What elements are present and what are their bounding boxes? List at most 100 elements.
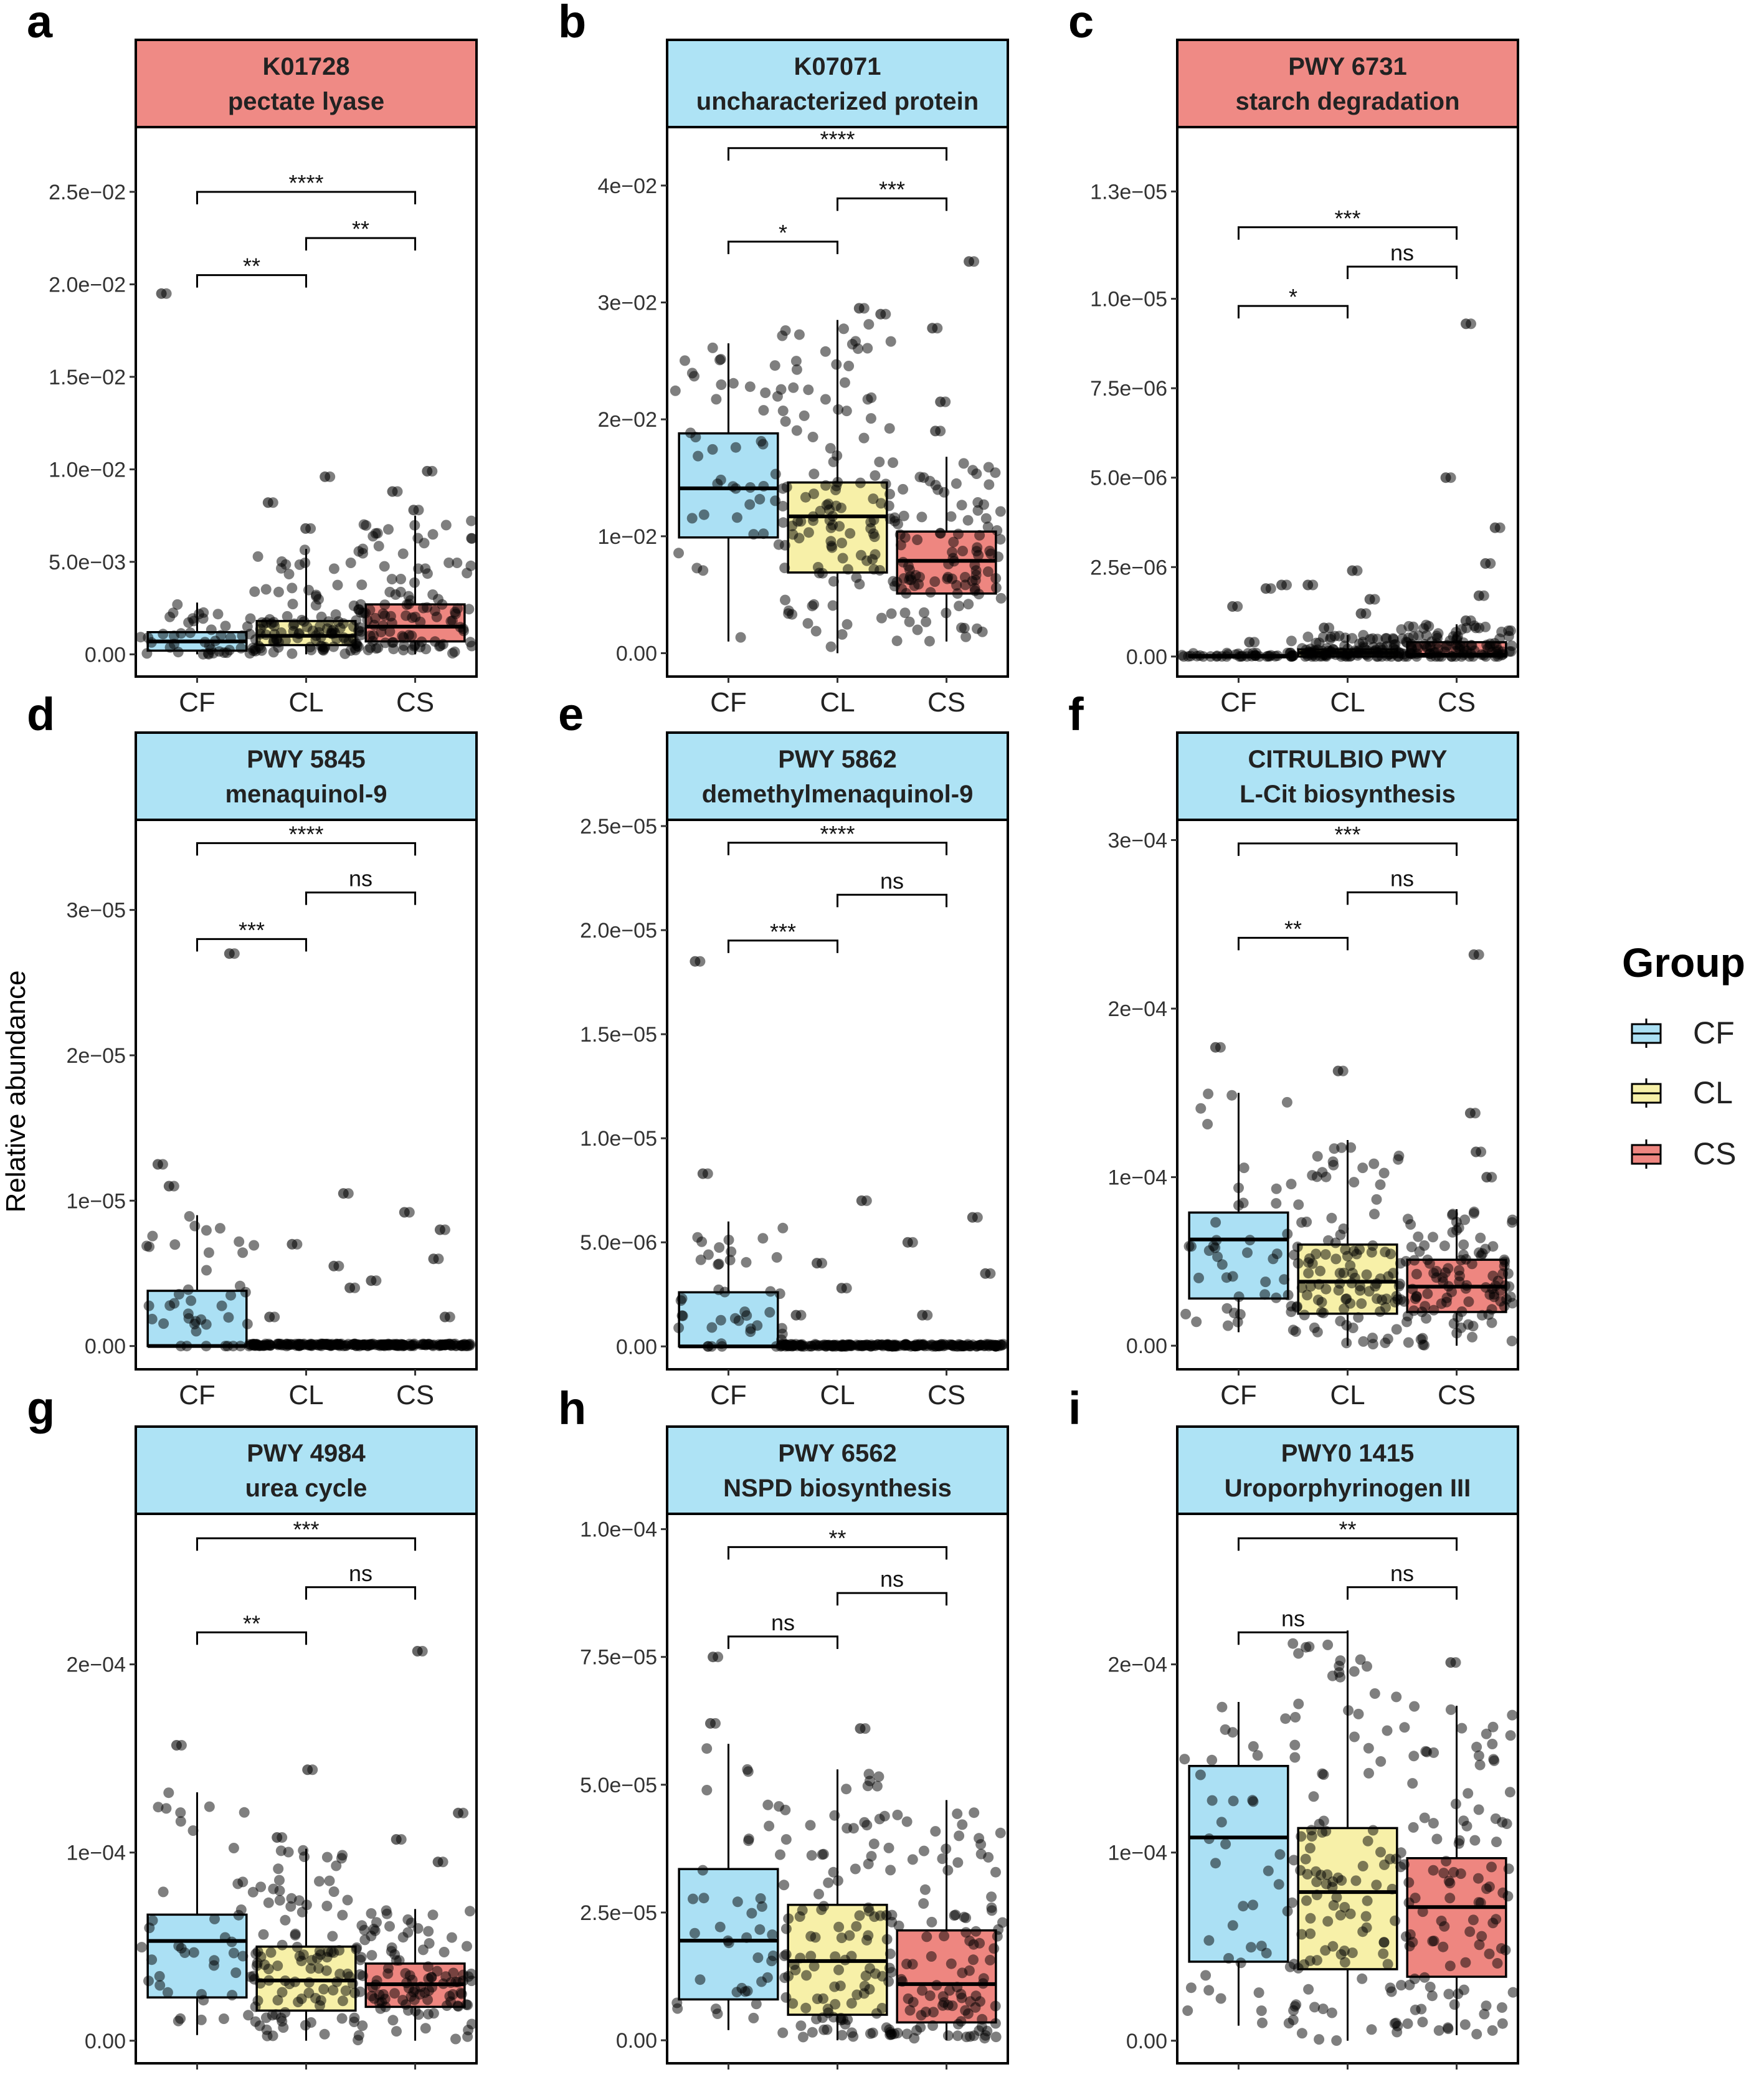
data-point — [379, 1994, 391, 2005]
data-point — [422, 1961, 434, 1972]
data-point — [1405, 1929, 1416, 1940]
data-point — [1195, 1769, 1206, 1780]
outlier-point — [371, 1275, 382, 1286]
data-point — [731, 512, 742, 523]
data-point — [1375, 1179, 1386, 1191]
data-point — [1497, 2018, 1508, 2029]
data-point — [780, 1923, 792, 1934]
data-point — [351, 1944, 362, 1955]
data-point — [912, 624, 923, 635]
sig-label: ** — [1339, 1516, 1356, 1542]
data-point — [1419, 1240, 1430, 1251]
data-point — [323, 616, 334, 627]
data-point — [1191, 1316, 1202, 1328]
strip-subtitle-a: pectate lyase — [228, 88, 384, 115]
data-point — [233, 1909, 244, 1921]
data-point — [1311, 1866, 1322, 1877]
sig-line — [1347, 265, 1458, 279]
data-point — [366, 1950, 377, 1961]
sig-line — [837, 893, 948, 908]
data-point — [800, 2002, 812, 2013]
data-point — [1504, 1281, 1515, 1292]
sig-bracket-b: **** — [727, 126, 948, 161]
data-point — [356, 1920, 368, 1931]
data-point — [262, 2030, 273, 2041]
outlier-point — [1486, 1172, 1497, 1183]
data-point — [859, 1817, 870, 1828]
data-point — [1296, 1282, 1307, 1293]
data-point — [919, 1884, 931, 1895]
data-point — [874, 457, 885, 467]
data-point — [831, 359, 842, 370]
data-point — [885, 336, 896, 347]
data-point — [801, 1970, 812, 1981]
data-point — [315, 1995, 326, 2006]
x-tick-label-g-cf: CF — [179, 2074, 216, 2077]
data-point — [274, 1875, 285, 1886]
data-point — [844, 1930, 855, 1941]
data-point — [398, 645, 409, 655]
data-point — [1439, 1240, 1450, 1252]
data-point — [334, 1339, 345, 1350]
data-point — [1467, 1331, 1477, 1343]
outlier-point — [1337, 1065, 1349, 1077]
data-point — [758, 481, 769, 492]
outlier-point — [1494, 522, 1506, 533]
data-point — [1423, 620, 1434, 632]
data-point — [381, 1905, 392, 1916]
data-point — [1367, 1333, 1378, 1344]
data-point — [1474, 1759, 1486, 1770]
data-point — [953, 528, 964, 539]
data-point — [415, 616, 426, 627]
data-point — [995, 1827, 1006, 1838]
data-point — [1296, 2028, 1307, 2039]
data-point — [952, 1857, 964, 1868]
data-point — [896, 1974, 907, 1985]
sig-bracket-h: ns — [727, 1610, 838, 1649]
outlier-point — [1485, 558, 1496, 569]
data-point — [366, 1990, 377, 2002]
data-point — [226, 1936, 237, 1947]
data-point — [1459, 1214, 1471, 1225]
data-point — [916, 2010, 927, 2021]
data-point — [783, 608, 794, 619]
data-point — [1286, 1897, 1297, 1908]
data-point — [794, 1911, 805, 1922]
sig-label: *** — [770, 919, 796, 944]
data-point — [779, 1880, 790, 1891]
data-point — [1381, 633, 1392, 644]
x-tick-label-e-cl: CL — [820, 1380, 855, 1410]
data-point — [715, 474, 726, 485]
data-point — [254, 640, 265, 652]
x-tick-label-e-cf: CF — [710, 1380, 747, 1410]
data-point — [921, 1931, 932, 1942]
data-point — [1419, 1812, 1430, 1823]
data-point — [969, 2030, 980, 2041]
data-point — [370, 528, 381, 539]
data-point — [382, 1968, 394, 1979]
data-point — [787, 529, 799, 540]
strip-title-h: PWY 6562 — [778, 1440, 897, 1467]
points-i-cl — [1286, 1638, 1406, 2046]
data-point — [1302, 631, 1314, 642]
data-point — [1329, 630, 1340, 642]
data-point — [161, 1803, 172, 1814]
data-point — [439, 1947, 450, 1957]
data-point — [400, 1968, 411, 1979]
x-tick-label-c-cl: CL — [1330, 687, 1365, 718]
data-point — [397, 548, 409, 559]
data-point — [777, 501, 789, 511]
data-point — [1406, 1242, 1417, 1253]
data-point — [345, 645, 356, 656]
legend-key-cs: CS — [1631, 1136, 1736, 1171]
data-point — [989, 1943, 1000, 1954]
data-point — [1248, 1741, 1259, 1752]
data-point — [952, 2030, 963, 2041]
outlier-point — [392, 486, 403, 497]
data-point — [384, 1921, 395, 1932]
data-point — [1326, 1212, 1337, 1224]
data-point — [1391, 1324, 1402, 1335]
outlier-point — [1469, 1108, 1481, 1119]
data-point — [1248, 1899, 1258, 1911]
data-point — [1463, 1788, 1474, 1799]
